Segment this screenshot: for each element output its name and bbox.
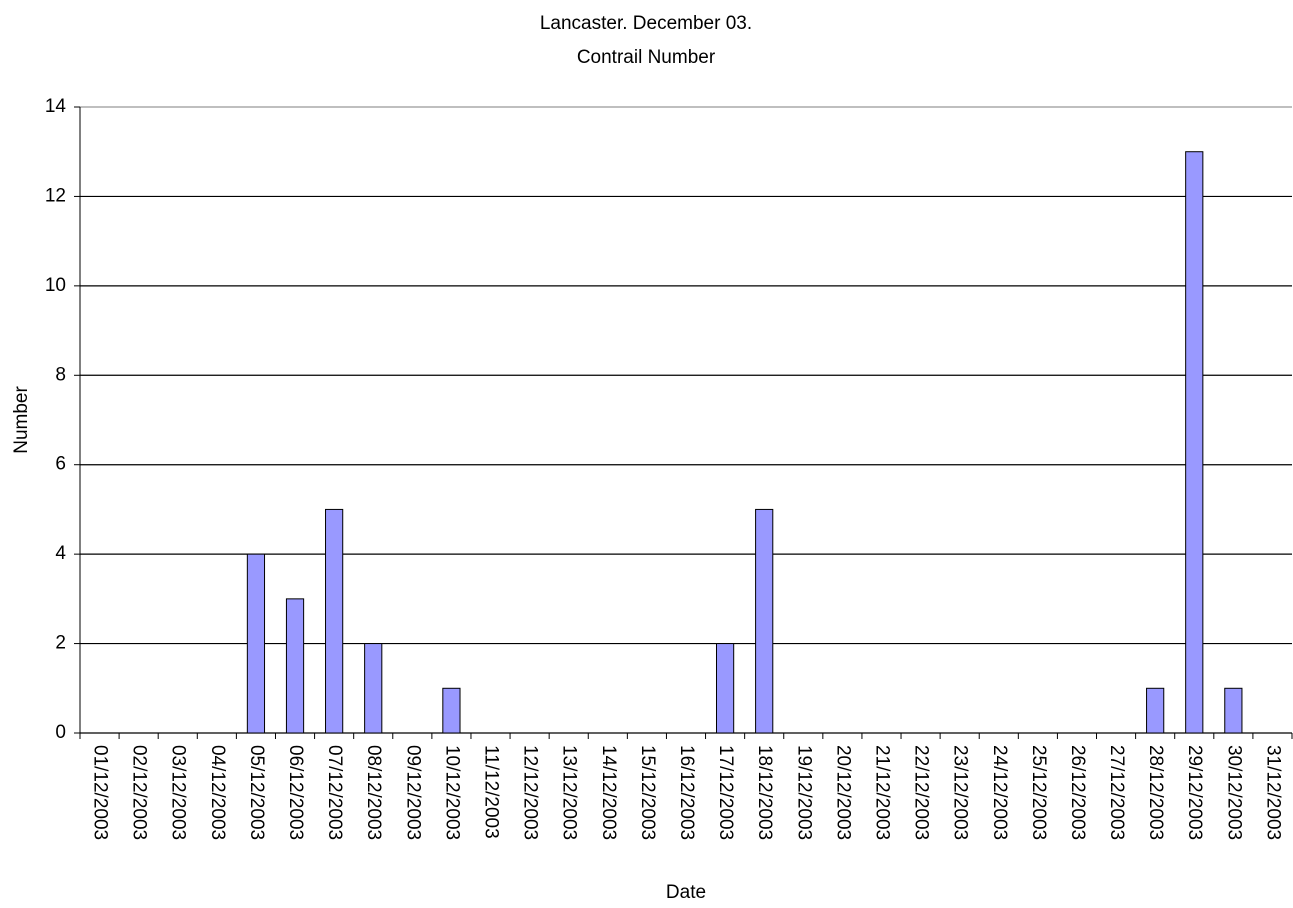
bar xyxy=(1185,151,1204,734)
x-tick-label: 29/12/2003 xyxy=(1184,745,1205,840)
bar xyxy=(1146,687,1165,734)
x-tick-label: 28/12/2003 xyxy=(1145,745,1166,840)
y-tick-label: 4 xyxy=(55,543,66,564)
bar xyxy=(1224,687,1243,734)
x-tick-label: 31/12/2003 xyxy=(1262,745,1283,840)
x-tick-label: 02/12/2003 xyxy=(129,745,150,840)
x-tick-label: 03/12/2003 xyxy=(168,745,189,840)
x-tick-label: 26/12/2003 xyxy=(1067,745,1088,840)
x-tick-label: 18/12/2003 xyxy=(754,745,775,840)
x-tick-label: 22/12/2003 xyxy=(911,745,932,840)
x-axis-label: Date xyxy=(666,882,706,903)
x-tick-label: 06/12/2003 xyxy=(285,745,306,840)
x-tick-label: 17/12/2003 xyxy=(715,745,736,840)
x-tick-label: 12/12/2003 xyxy=(520,745,541,840)
y-tick-label: 0 xyxy=(55,722,66,743)
bar xyxy=(246,553,266,734)
x-tick-label: 14/12/2003 xyxy=(598,745,619,840)
bar xyxy=(755,508,774,734)
x-tick-label: 27/12/2003 xyxy=(1106,745,1127,840)
x-tick-label: 20/12/2003 xyxy=(832,745,853,840)
x-tick-label: 04/12/2003 xyxy=(207,745,228,840)
x-tick-label: 10/12/2003 xyxy=(441,745,462,840)
x-tick-label: 16/12/2003 xyxy=(676,745,697,840)
x-tick-label: 13/12/2003 xyxy=(559,745,580,840)
bar xyxy=(715,643,735,734)
x-tick-label: 11/12/2003 xyxy=(481,745,502,839)
bar xyxy=(325,508,344,734)
x-tick-label: 09/12/2003 xyxy=(402,745,423,840)
y-tick-label: 2 xyxy=(55,633,66,654)
x-tick-label: 07/12/2003 xyxy=(324,745,345,840)
x-tick-label: 24/12/2003 xyxy=(989,745,1010,840)
x-tick-label: 23/12/2003 xyxy=(950,745,971,840)
x-tick-label: 25/12/2003 xyxy=(1028,745,1049,840)
y-tick-label: 8 xyxy=(55,364,66,385)
chart-title: Lancaster. December 03. xyxy=(540,13,752,34)
bar xyxy=(442,687,461,734)
x-tick-label: 21/12/2003 xyxy=(871,745,892,840)
bar xyxy=(364,643,383,734)
x-tick-label: 15/12/2003 xyxy=(637,745,658,840)
x-tick-label: 01/12/2003 xyxy=(90,745,111,840)
y-tick-label: 6 xyxy=(55,454,66,475)
x-tick-label: 30/12/2003 xyxy=(1223,745,1244,840)
x-tick-label: 19/12/2003 xyxy=(793,745,814,840)
bar xyxy=(285,598,305,734)
y-axis-label: Number xyxy=(11,386,32,454)
y-tick-label: 12 xyxy=(45,185,66,206)
y-tick-label: 14 xyxy=(45,96,67,117)
chart-subtitle: Contrail Number xyxy=(577,47,716,68)
x-tick-label: 08/12/2003 xyxy=(363,745,384,840)
x-tick-label: 05/12/2003 xyxy=(246,745,267,840)
y-tick-label: 10 xyxy=(45,275,66,296)
